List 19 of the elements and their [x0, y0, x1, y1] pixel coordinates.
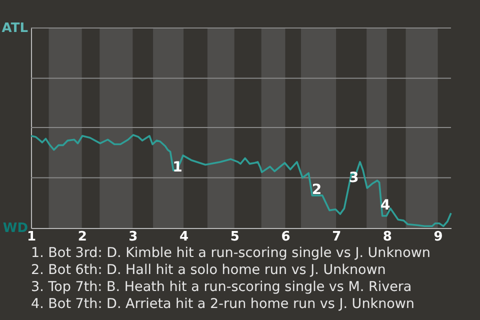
text: 3. Top 7th: B. Heath hit a run-scoring single vs M. Rivera: [31, 279, 412, 295]
text: 1. Bot 3rd: D. Kimble hit a run-scoring single vs J. Unknown: [31, 245, 430, 261]
x-tick-label: 4: [180, 230, 189, 244]
x-tick-label: 8: [382, 230, 392, 244]
x-tick-label: 3: [128, 230, 138, 244]
x-tick-label: 9: [434, 230, 443, 244]
annotation: 3: [349, 170, 359, 186]
text: ATL: [2, 21, 28, 36]
annotation: 1: [172, 160, 182, 176]
annotation: 2: [312, 182, 322, 198]
text: WD: [2, 221, 28, 236]
x-tick-label: 5: [230, 230, 240, 244]
text: 4. Bot 7th: D. Arrieta hit a 2-run home run vs J. Unknown: [31, 296, 414, 312]
x-tick-label: 2: [78, 230, 87, 244]
text: 2. Bot 6th: D. Hall hit a solo home run vs J. Unknown: [31, 262, 386, 278]
x-tick-label: 6: [281, 230, 290, 244]
x-tick-label: 7: [332, 230, 342, 244]
annotation: 4: [380, 198, 391, 214]
x-tick-label: 1: [26, 230, 36, 244]
